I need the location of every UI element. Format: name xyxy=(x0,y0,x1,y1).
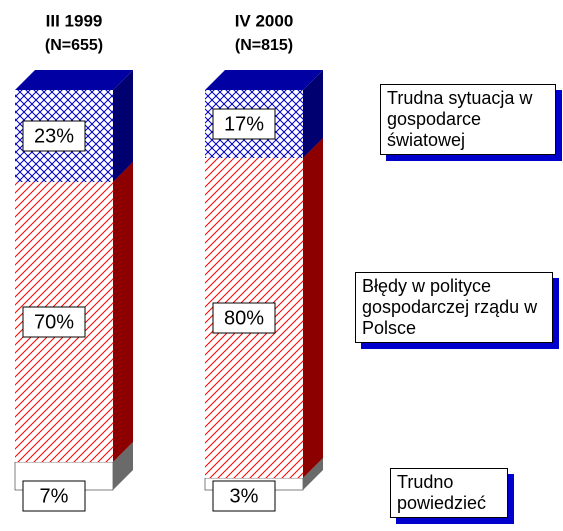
value-label: 23% xyxy=(34,125,74,147)
value-label: 7% xyxy=(40,485,69,507)
value-label: 17% xyxy=(224,113,264,135)
value-label: 80% xyxy=(224,307,264,329)
category-note: (N=655) xyxy=(45,37,103,54)
value-label-box xyxy=(22,480,86,512)
legend-item: Trudna sytuacja w gospodarce światowej xyxy=(380,84,556,155)
value-label: 3% xyxy=(230,485,259,507)
value-label-box xyxy=(22,306,86,338)
category-note: (N=815) xyxy=(235,37,293,54)
legend-item: Błędy w polityce gospodarczej rządu w Po… xyxy=(355,272,553,343)
value-label-box xyxy=(212,480,276,512)
legend-item: Trudno powiedzieć xyxy=(390,468,508,518)
value-label: 70% xyxy=(34,311,74,333)
category-label: III 1999 xyxy=(46,11,103,30)
value-label-box xyxy=(212,302,276,334)
category-label: IV 2000 xyxy=(235,11,294,30)
value-label-box xyxy=(212,108,276,140)
value-label-box xyxy=(22,120,86,152)
